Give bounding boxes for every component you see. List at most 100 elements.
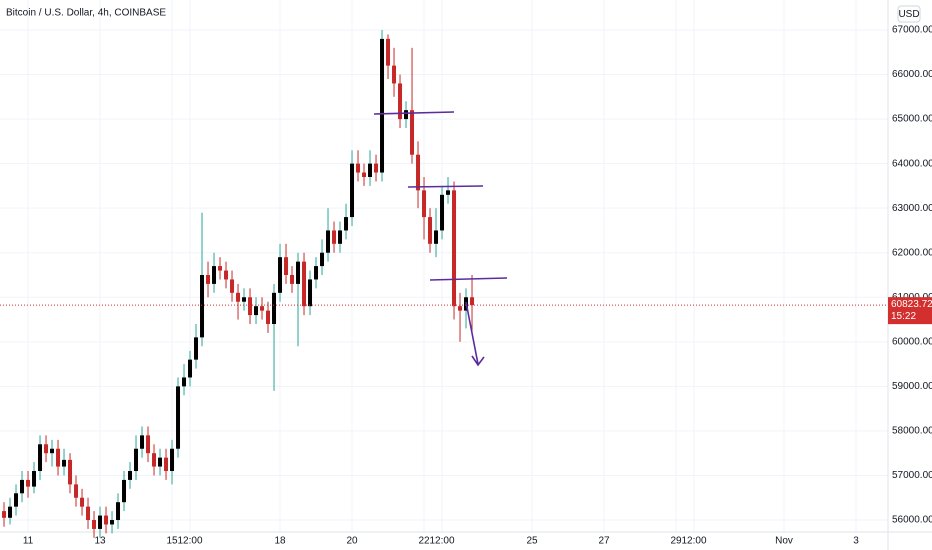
candle-body xyxy=(104,515,109,525)
candle-body xyxy=(56,448,61,467)
candle-body xyxy=(116,502,121,521)
candle-body xyxy=(308,279,313,307)
candle-body xyxy=(218,266,223,271)
candle-body xyxy=(260,306,265,311)
candle-body xyxy=(356,163,361,173)
candle-body xyxy=(428,217,433,244)
candle-body xyxy=(350,163,355,218)
trend-line[interactable] xyxy=(429,277,508,281)
x-tick-label: 11 xyxy=(23,536,34,547)
x-tick-label: 12:00 xyxy=(682,536,707,547)
x-tick-label: 18 xyxy=(274,536,286,547)
candle-body xyxy=(362,172,367,177)
drawings xyxy=(373,111,508,367)
x-tick-label: 25 xyxy=(526,536,538,547)
candle-body xyxy=(14,493,19,507)
candle-body xyxy=(134,448,139,472)
candle-body xyxy=(344,217,349,231)
x-tick-label: 13 xyxy=(94,536,106,547)
candle-body xyxy=(170,448,175,472)
candle-body xyxy=(2,511,7,518)
candle-body xyxy=(32,471,37,487)
y-tick-label: 64000.00 xyxy=(892,158,932,169)
countdown: 15:22 xyxy=(891,311,916,322)
candle-body xyxy=(392,65,397,84)
candle-body xyxy=(302,261,307,307)
chart-title: Bitcoin / U.S. Dollar, 4h, COINBASE xyxy=(6,8,166,19)
candle-body xyxy=(68,459,73,485)
candle-body xyxy=(452,190,457,307)
y-tick-label: 65000.00 xyxy=(892,114,932,125)
candle-body xyxy=(74,484,79,498)
candle-body xyxy=(434,230,439,244)
candle-body xyxy=(146,435,151,454)
candle-body xyxy=(20,479,25,494)
y-tick-label: 56000.00 xyxy=(892,515,932,526)
last-price: 60823.72 xyxy=(891,299,932,310)
trend-line[interactable] xyxy=(407,185,484,188)
candle-body xyxy=(332,230,337,244)
candle-body xyxy=(152,453,157,467)
x-tick-label: Nov xyxy=(775,536,793,547)
candle-body xyxy=(368,163,373,177)
y-tick-label: 58000.00 xyxy=(892,426,932,437)
y-tick-label: 59000.00 xyxy=(892,381,932,392)
candle-body xyxy=(44,444,49,454)
candle-body xyxy=(26,479,31,487)
trend-line[interactable] xyxy=(373,111,455,115)
candle-body xyxy=(188,359,193,378)
candle-body xyxy=(62,459,67,467)
candle-body xyxy=(176,386,181,449)
y-tick-label: 63000.00 xyxy=(892,203,932,214)
x-tick-label: 29 xyxy=(670,536,682,547)
candle-body xyxy=(38,444,43,472)
currency-button[interactable] xyxy=(897,5,921,23)
candle-body xyxy=(8,506,13,518)
candle-body xyxy=(440,194,445,231)
candle-body xyxy=(236,292,241,302)
candle-body xyxy=(374,163,379,173)
candle-body xyxy=(206,274,211,284)
candle-body xyxy=(278,257,283,293)
candle-body xyxy=(338,230,343,244)
candle-body xyxy=(182,377,187,387)
currency[interactable]: USD xyxy=(898,9,919,20)
x-tick-label: 22 xyxy=(418,536,430,547)
axes: 56000.00 57000.00 58000.00 59000.00 60000.00… xyxy=(23,25,932,547)
x-tick-label: 12:00 xyxy=(178,536,203,547)
candle-body xyxy=(224,270,229,280)
candle-body xyxy=(470,297,475,306)
x-tick-label: 20 xyxy=(346,536,358,547)
candle-body xyxy=(410,110,415,155)
candle-body xyxy=(326,230,331,253)
candle-body xyxy=(314,266,319,280)
candle-body xyxy=(86,506,91,521)
arrow[interactable] xyxy=(465,301,485,367)
candle-body xyxy=(404,110,409,120)
y-tick-label: 67000.00 xyxy=(892,25,932,36)
candle-body xyxy=(230,279,235,293)
candle-body xyxy=(386,38,391,66)
candle-body xyxy=(140,435,145,449)
candle-body xyxy=(446,190,451,195)
x-tick-label: 15 xyxy=(166,536,178,547)
candle-body xyxy=(110,520,115,525)
candle-body xyxy=(212,266,217,284)
candle-body xyxy=(380,38,385,173)
y-tick-label: 66000.00 xyxy=(892,69,932,80)
y-tick-label: 62000.00 xyxy=(892,247,932,258)
y-tick-label: 60000.00 xyxy=(892,336,932,347)
candle-body xyxy=(122,479,127,503)
candle-body xyxy=(458,306,463,311)
candle-body xyxy=(248,297,253,316)
candle-body xyxy=(296,261,301,284)
candle-body xyxy=(398,83,403,120)
price-label-bg xyxy=(888,297,932,325)
candle-body xyxy=(164,457,169,472)
candle-body xyxy=(320,252,325,267)
x-tick-label: 3 xyxy=(853,536,859,547)
y-tick-label: 57000.00 xyxy=(892,470,932,481)
